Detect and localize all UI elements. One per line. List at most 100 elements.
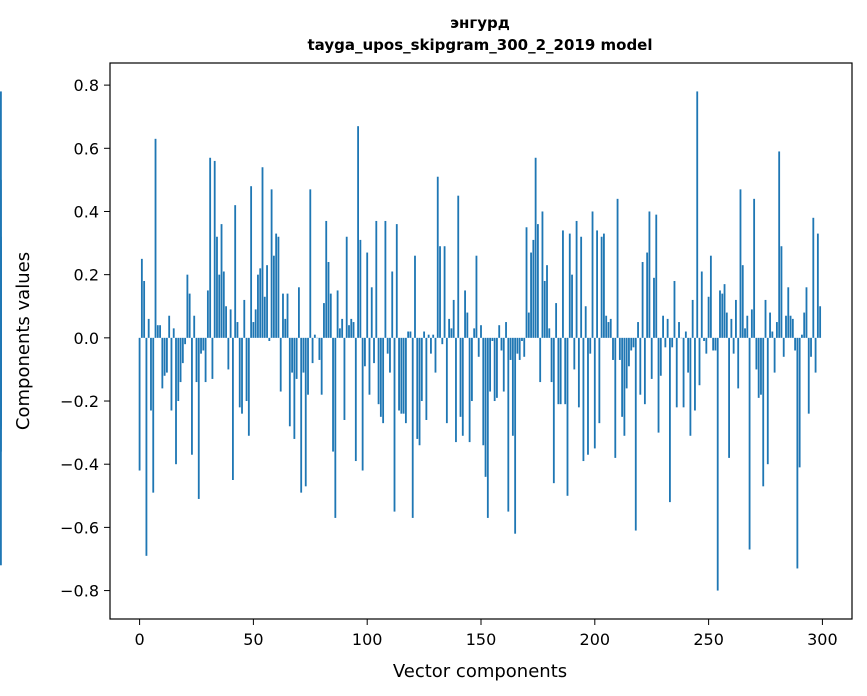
bar xyxy=(161,337,164,389)
bar xyxy=(650,337,653,379)
bar xyxy=(630,337,633,351)
bar xyxy=(418,337,421,446)
bar xyxy=(464,290,466,338)
bar xyxy=(436,176,439,338)
bar xyxy=(589,337,592,354)
bar xyxy=(507,337,510,512)
bar xyxy=(386,337,389,354)
bar xyxy=(282,293,284,338)
bar xyxy=(655,214,658,338)
bar xyxy=(432,334,435,338)
bar xyxy=(455,337,457,443)
bar xyxy=(689,337,692,436)
bar xyxy=(350,318,353,338)
x-tick-label: 50 xyxy=(243,630,263,649)
bar xyxy=(603,233,605,338)
x-tick-label: 250 xyxy=(693,630,724,649)
bar xyxy=(755,337,758,370)
y-axis-label: Components values xyxy=(13,252,34,430)
bar xyxy=(266,265,268,338)
x-axis-label: Vector components xyxy=(393,661,567,682)
bar xyxy=(691,299,694,338)
bar xyxy=(552,337,555,484)
bar xyxy=(175,337,177,465)
bar xyxy=(288,337,291,427)
bar xyxy=(450,328,453,338)
bar xyxy=(664,337,667,348)
bar xyxy=(543,280,546,338)
y-axis-ticks: −0.8 −0.6 −0.4 −0.2 0.0 0.2 0.4 0.6 0.8 xyxy=(60,76,110,601)
bar xyxy=(669,337,671,503)
bar xyxy=(498,325,501,338)
bar xyxy=(496,337,498,398)
bar xyxy=(398,337,400,411)
bar xyxy=(653,277,655,338)
bar xyxy=(646,252,649,338)
bar xyxy=(657,337,660,433)
bar xyxy=(279,337,282,392)
bar xyxy=(179,337,182,383)
bar xyxy=(332,337,334,452)
bar xyxy=(197,337,200,499)
bar xyxy=(557,337,560,405)
bar xyxy=(700,271,703,338)
y-tick-label: 0.8 xyxy=(74,76,99,95)
bar xyxy=(152,337,155,493)
bar xyxy=(468,337,471,443)
y-tick-label: 0.2 xyxy=(74,266,99,285)
bar xyxy=(423,331,426,338)
bar xyxy=(628,337,630,367)
bar xyxy=(420,337,423,402)
bar xyxy=(546,265,548,338)
bar xyxy=(516,337,519,354)
bar xyxy=(277,236,280,338)
bar xyxy=(682,337,685,408)
x-tick-label: 200 xyxy=(580,630,611,649)
bar xyxy=(320,337,323,395)
bar xyxy=(666,318,669,338)
bar xyxy=(621,337,624,417)
bar xyxy=(247,337,250,436)
bar xyxy=(425,337,428,420)
bar xyxy=(748,337,751,550)
bar xyxy=(564,337,567,405)
bar xyxy=(678,322,680,338)
bar xyxy=(170,337,173,411)
bar xyxy=(243,299,246,338)
bar xyxy=(211,337,214,379)
bar xyxy=(475,255,478,338)
bar xyxy=(459,337,462,417)
bar xyxy=(364,337,366,367)
bar xyxy=(527,312,530,338)
bar xyxy=(259,268,262,338)
bar xyxy=(584,306,587,338)
y-tick-label: −0.6 xyxy=(60,518,99,537)
y-tick-label: 0.6 xyxy=(74,139,99,158)
chart-title-line2: tayga_upos_skipgram_300_2_2019 model xyxy=(308,36,653,54)
bar xyxy=(641,262,644,338)
bar xyxy=(662,315,664,338)
bar xyxy=(241,337,243,414)
bar xyxy=(575,220,578,338)
bar xyxy=(0,337,2,452)
bar xyxy=(744,328,746,338)
bar xyxy=(675,337,678,408)
bar xyxy=(684,331,687,338)
bar xyxy=(172,328,175,338)
x-axis-ticks: 0 50 100 150 200 250 300 xyxy=(134,619,838,649)
bar xyxy=(204,337,207,383)
bar xyxy=(338,328,341,338)
bar xyxy=(732,337,735,354)
bar xyxy=(509,337,512,360)
bar xyxy=(737,337,740,389)
bar xyxy=(477,337,480,357)
bar xyxy=(698,337,701,386)
bar xyxy=(530,252,532,338)
bar xyxy=(573,337,576,370)
bar xyxy=(140,258,143,338)
bar xyxy=(493,337,496,402)
bar xyxy=(154,138,157,338)
bar xyxy=(325,220,328,338)
bar xyxy=(150,337,152,411)
